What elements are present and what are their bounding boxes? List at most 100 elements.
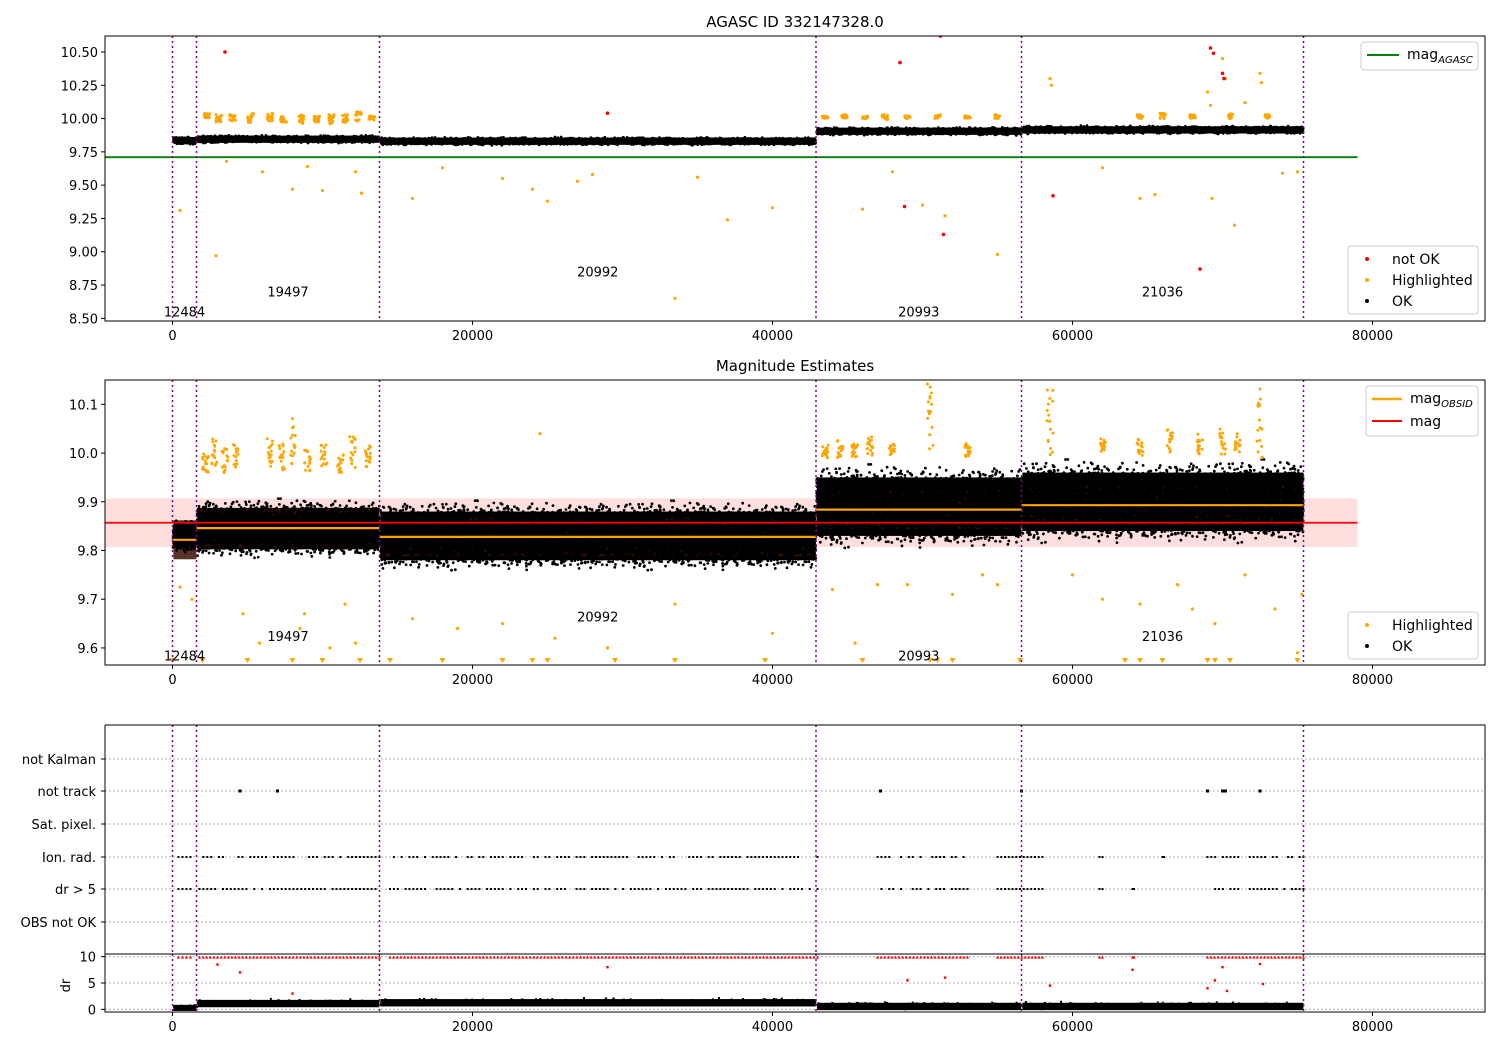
- ok-points: [379, 135, 817, 147]
- x-tick-label: 60000: [1052, 329, 1093, 344]
- flag-label: Ion. rad.: [42, 851, 96, 866]
- highlighted-cluster: [861, 114, 870, 121]
- y-tick-label: 10.1: [69, 398, 98, 413]
- highlighted-cluster: [963, 442, 972, 458]
- flag-label: Sat. pixel.: [32, 818, 96, 833]
- highlighted-cluster: [933, 113, 942, 120]
- highlighted-cluster: [1188, 113, 1197, 120]
- highlighted-cluster: [367, 114, 377, 122]
- dr-clipped-markers: [176, 955, 1306, 959]
- offscale-markers: [169, 658, 1301, 663]
- axes-frame: [104, 953, 1486, 1013]
- highlighted-cluster: [850, 442, 859, 459]
- y-tick-label: 10.0: [69, 447, 98, 462]
- dr-band: [1022, 1002, 1304, 1011]
- highlighted-cluster: [214, 113, 224, 124]
- highlighted-cluster: [835, 439, 845, 459]
- highlighted-cluster: [341, 113, 350, 124]
- obsid-label: 21036: [1142, 286, 1183, 301]
- x-tick-label: 0: [168, 329, 176, 344]
- highlighted-cluster: [1255, 387, 1264, 460]
- highlighted-cluster: [925, 382, 935, 451]
- y-tick-label: 10.50: [61, 46, 98, 61]
- highlighted-cluster: [279, 115, 288, 124]
- legend-marker: [1365, 623, 1369, 627]
- dr-tick-label: 10: [79, 951, 96, 966]
- x-tick-label: 60000: [1052, 673, 1093, 688]
- ok-points: [378, 499, 818, 572]
- highlighted-cluster: [220, 447, 230, 474]
- x-tick-label: 20000: [452, 329, 493, 344]
- legend-label: Highlighted: [1392, 618, 1473, 634]
- ok-points: [196, 133, 381, 145]
- x-tick-label: 20000: [452, 1020, 493, 1035]
- x-tick-label: 20000: [452, 673, 493, 688]
- highlighted-cluster: [202, 111, 212, 120]
- dr-tick-label: 5: [88, 977, 96, 992]
- flag-label: not track: [37, 785, 96, 800]
- y-tick-label: 9.6: [77, 642, 98, 657]
- highlighted-cluster: [1045, 388, 1055, 457]
- ok-points: [171, 519, 198, 554]
- highlighted-cluster: [888, 442, 896, 457]
- chart-title: AGASC ID 332147328.0: [706, 13, 884, 31]
- legend-label: OK: [1392, 294, 1413, 310]
- highlighted-cluster: [820, 443, 830, 460]
- legend-box: [1347, 611, 1479, 660]
- dr-panel: 0 5 10 dr 0 20000 40000 60000 80000: [59, 951, 1486, 1035]
- y-tick-label: 10.25: [61, 79, 98, 94]
- highlighted-cluster: [231, 443, 240, 469]
- highlighted-cluster: [1158, 111, 1167, 120]
- highlighted-cluster: [1233, 432, 1242, 454]
- flag-label: OBS not OK: [21, 916, 97, 931]
- highlighted-cluster: [303, 448, 312, 473]
- ok-points: [172, 135, 198, 146]
- legend-marker: [1365, 299, 1369, 303]
- highlighted-cluster: [820, 114, 830, 120]
- legend-box: [1347, 245, 1479, 315]
- highlighted-cluster: [963, 114, 972, 120]
- x-tick-label: 40000: [752, 673, 793, 688]
- highlighted-cluster: [348, 435, 357, 470]
- y-tick-label: 9.7: [77, 593, 98, 608]
- highlighted-cluster: [1165, 428, 1175, 454]
- y-tick-label: 9.9: [77, 496, 98, 511]
- highlighted-cluster: [297, 113, 306, 125]
- ok-points: [815, 126, 1023, 137]
- highlighted-cluster: [312, 114, 321, 124]
- y-tick-label: 9.00: [69, 246, 98, 261]
- ok-points: [815, 462, 1023, 550]
- obsid-label: 19497: [267, 630, 308, 645]
- axes-frame: [104, 35, 1486, 322]
- x-tick-label: 40000: [752, 1020, 793, 1035]
- dr-points: [1021, 1000, 1305, 1011]
- y-tick-label: 8.50: [69, 312, 98, 327]
- legend-mag-label: mag: [1410, 414, 1441, 430]
- highlighted-cluster: [228, 113, 237, 123]
- x-tick-label: 80000: [1352, 673, 1393, 688]
- x-tick-label: 80000: [1352, 329, 1393, 344]
- highlighted-cluster: [246, 111, 255, 124]
- dr-points: [816, 1001, 1022, 1011]
- legend-box: [1360, 41, 1479, 71]
- dr-band: [816, 1002, 1022, 1011]
- highlighted-cluster: [319, 443, 329, 468]
- highlighted-cluster: [210, 437, 219, 467]
- agasc-magnitude-panel: 0 20000 40000 60000 80000 8.50 8.75 9.00 9.25 9.5…: [61, 13, 1486, 344]
- dr-band: [197, 999, 380, 1008]
- chart-title: Magnitude Estimates: [716, 357, 874, 375]
- flags-panel: not Kalman not track Sat. pixel. Ion. rad. d…: [21, 724, 1486, 955]
- x-tick-label: 40000: [752, 329, 793, 344]
- dr-points: [196, 997, 380, 1007]
- legend-marker: [1365, 644, 1369, 648]
- highlighted-cluster: [336, 453, 345, 474]
- dr-axis-label: dr: [59, 978, 74, 992]
- obsid-label: 20992: [577, 610, 618, 625]
- highlighted-cluster: [993, 113, 1002, 120]
- legend-label: not OK: [1392, 252, 1440, 268]
- ion-rad-marks: [177, 856, 1305, 858]
- highlighted-cluster: [1218, 427, 1227, 456]
- obsid-label: 19497: [267, 286, 308, 301]
- highlighted-cluster: [880, 113, 890, 122]
